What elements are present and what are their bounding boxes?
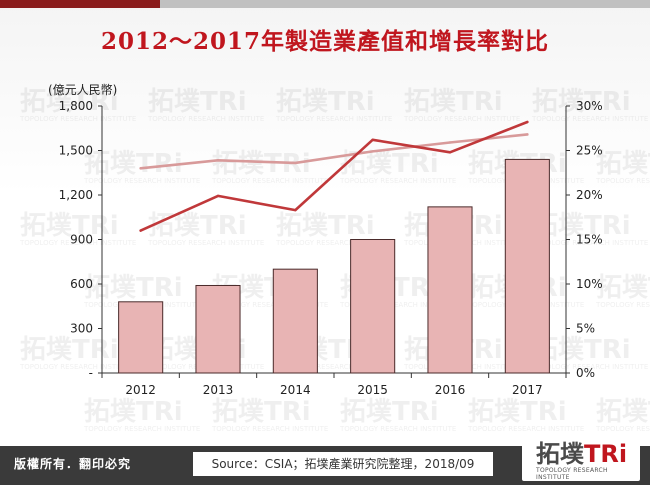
logo-tri: TRi — [584, 440, 628, 468]
bar — [350, 239, 396, 374]
y2-tick-label: 15% — [576, 233, 603, 247]
line-series-dark-point — [216, 194, 220, 198]
logo-subtitle: TOPOLOGY RESEARCH INSTITUTE — [536, 467, 608, 481]
line-series-light-point — [371, 150, 374, 153]
x-tick-label: 2017 — [512, 383, 543, 397]
y-tick-label: - — [89, 366, 93, 380]
logo-box — [522, 437, 640, 481]
line-series-light-point — [216, 159, 220, 162]
top-bar — [0, 0, 650, 8]
line-series-dark-point — [526, 120, 529, 124]
y2-tick-label: 25% — [576, 144, 603, 158]
line-series-light — [139, 133, 529, 170]
line-series-dark-point — [294, 208, 297, 212]
y2-tick-label: 0% — [576, 366, 595, 380]
line-series-light-point — [526, 133, 529, 136]
page-title: 2012～2017年製造業產值和增長率對比 — [100, 28, 550, 55]
source-note: Source：CSIA；拓墣產業研究院整理，2018/09 — [193, 452, 493, 476]
line-series-light-point — [294, 161, 297, 165]
bar — [118, 301, 164, 374]
line-series-dark — [139, 120, 529, 232]
bar — [504, 158, 550, 374]
y-tick-label: 600 — [70, 277, 93, 291]
x-tick-label: 2014 — [280, 383, 311, 397]
x-tick-label: 2013 — [203, 383, 234, 397]
bar — [427, 206, 473, 374]
x-tick-label: 2016 — [435, 383, 466, 397]
line-series-dark-point — [139, 229, 142, 232]
logo: 拓墣TRi — [536, 440, 627, 468]
y2-tick-label: 10% — [576, 277, 603, 291]
y-tick-label: 300 — [70, 322, 93, 336]
y2-tick-label: 5% — [576, 322, 595, 336]
x-tick-label: 2015 — [357, 383, 388, 397]
line-series-light-point — [139, 167, 142, 170]
y-tick-label: 1,500 — [59, 144, 93, 158]
line-series-light-point — [448, 141, 452, 144]
line-series-dark-point — [371, 138, 374, 142]
bar — [195, 284, 241, 374]
y2-tick-label: 20% — [576, 188, 603, 202]
y2-tick-label: 30% — [576, 99, 603, 113]
y-tick-label: 900 — [70, 233, 93, 247]
y-tick-label: 1,200 — [59, 188, 93, 202]
bar — [272, 268, 318, 374]
chart: (億元人民幣) - 300 600 900 1,200 1,500 1,800 0% 5% 10% 1… — [48, 83, 603, 397]
copyright-notice: 版權所有．翻印必究 — [14, 457, 132, 471]
y-tick-label: 1,800 — [59, 99, 93, 113]
line-series-dark-point — [448, 151, 452, 154]
y-axis-label: (億元人民幣) — [48, 83, 117, 97]
x-tick-label: 2012 — [125, 383, 156, 397]
top-bar-accent — [0, 0, 160, 8]
logo-cn: 拓墣 — [536, 440, 584, 468]
